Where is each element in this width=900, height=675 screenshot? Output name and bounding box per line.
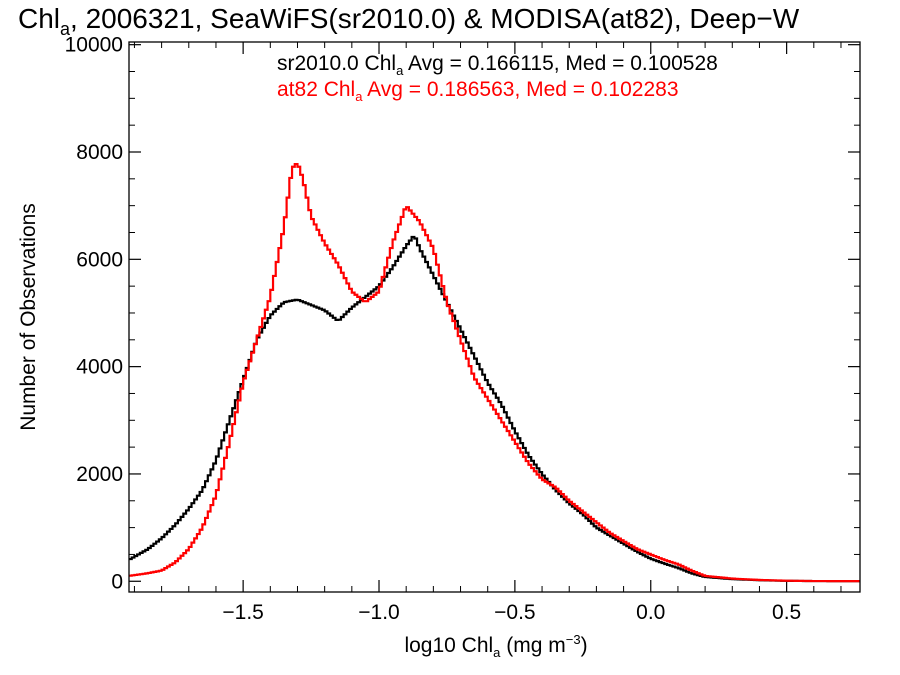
chart-title: Chla, 2006321, SeaWiFS(sr2010.0) & MODIS… bbox=[18, 3, 800, 39]
series-lines bbox=[129, 162, 860, 583]
x-axis-label-sup: −3 bbox=[566, 632, 581, 647]
x-axis-label-prefix: log10 Chl bbox=[404, 634, 493, 657]
tick-labels: −1.5 −1.0 −0.5 0.0 0.5 0 2000 4000 6000 8000 10000 bbox=[65, 34, 802, 624]
x-tick-label: −0.5 bbox=[494, 601, 535, 624]
chart-title-rest: , 2006321, SeaWiFS(sr2010.0) & MODISA(at… bbox=[70, 3, 800, 34]
chart-title-prefix: Chl bbox=[18, 3, 60, 34]
chart-title-sub: a bbox=[60, 19, 71, 39]
annotation-sr2010: sr2010.0 Chla Avg = 0.166115, Med = 0.10… bbox=[277, 52, 718, 78]
x-tick-label: 0.0 bbox=[636, 601, 665, 624]
annotation-sr2010-prefix: sr2010.0 Chl bbox=[277, 52, 396, 75]
x-tick-label: −1.0 bbox=[358, 601, 399, 624]
annotation-sr2010-sub: a bbox=[396, 63, 404, 78]
tick-marks bbox=[129, 42, 860, 592]
x-axis-label-suffix: ) bbox=[581, 634, 588, 657]
x-axis-label-sub: a bbox=[493, 645, 501, 660]
annotation-sr2010-suffix: Avg = 0.166115, Med = 0.100528 bbox=[403, 52, 718, 75]
annotation-at82-sub: a bbox=[355, 89, 363, 104]
x-axis-label: log10 Chla (mg m−3) bbox=[404, 632, 587, 660]
y-tick-label: 4000 bbox=[76, 356, 123, 379]
x-tick-label: −1.5 bbox=[222, 601, 263, 624]
y-tick-label: 2000 bbox=[76, 463, 123, 486]
x-tick-label: 0.5 bbox=[772, 601, 801, 624]
y-tick-label: 10000 bbox=[65, 34, 123, 57]
y-axis-label: Number of Observations bbox=[17, 203, 40, 431]
annotation-at82-suffix: Avg = 0.186563, Med = 0.102283 bbox=[362, 78, 678, 101]
y-tick-label: 0 bbox=[111, 570, 123, 593]
y-tick-label: 6000 bbox=[76, 248, 123, 271]
annotation-at82-prefix: at82 Chl bbox=[277, 78, 355, 101]
x-axis-label-middle: (mg m bbox=[500, 634, 565, 657]
y-tick-label: 8000 bbox=[76, 141, 123, 164]
annotation-at82: at82 Chla Avg = 0.186563, Med = 0.102283 bbox=[277, 78, 679, 104]
series-line-at82 bbox=[129, 162, 860, 583]
plot-frame bbox=[128, 41, 861, 593]
